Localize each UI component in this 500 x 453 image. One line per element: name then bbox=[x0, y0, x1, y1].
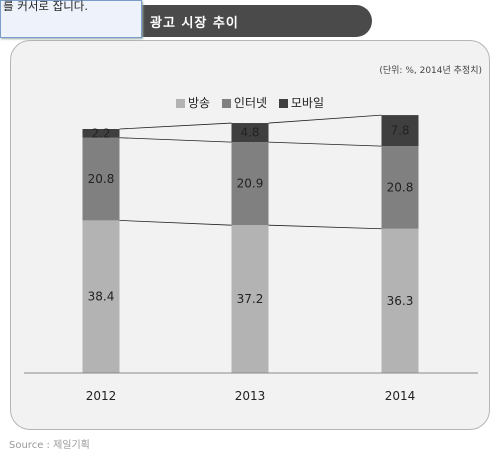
chart-title: 광고 시장 추이 bbox=[150, 16, 239, 31]
tooltip: 를 커서로 잡니다. bbox=[0, 0, 142, 38]
bar-broadcast-2014 bbox=[381, 228, 419, 373]
legend-swatch-internet bbox=[221, 99, 231, 108]
legend-item-broadcast: 방송 bbox=[176, 94, 210, 111]
source-note: Source : 제일기획 bbox=[9, 440, 90, 451]
connector-line-mobile-1 bbox=[268, 114, 382, 124]
value-label-mobile-2014: 7.8 bbox=[390, 124, 409, 138]
bar-mobile-2014 bbox=[381, 115, 419, 147]
legend-label-internet: 인터넷 bbox=[233, 96, 268, 110]
bar-internet-2014 bbox=[381, 146, 419, 229]
title-tab bbox=[140, 5, 372, 37]
legend-swatch-broadcast bbox=[176, 99, 185, 108]
connector-line-internet-1 bbox=[268, 141, 382, 147]
value-label-broadcast-2012: 38.4 bbox=[88, 290, 115, 304]
legend-label-mobile: 모바일 bbox=[290, 96, 324, 110]
legend-swatch-mobile bbox=[278, 99, 288, 108]
legend-label-broadcast: 방송 bbox=[188, 96, 211, 110]
value-label-mobile-2013: 4.8 bbox=[240, 126, 259, 140]
value-label-broadcast-2013: 37.2 bbox=[237, 292, 264, 306]
value-label-internet-2014: 20.8 bbox=[387, 180, 414, 194]
bar-broadcast-2012 bbox=[82, 220, 120, 373]
value-label-internet-2012: 20.8 bbox=[88, 172, 115, 186]
value-label-mobile-2012: 2.2 bbox=[91, 126, 110, 140]
legend-item-internet: 인터넷 bbox=[221, 94, 268, 111]
value-label-internet-2013: 20.9 bbox=[237, 177, 264, 191]
connector-line-broadcast-0 bbox=[119, 220, 232, 226]
connector-line-broadcast-1 bbox=[268, 224, 382, 230]
bar-internet-2013 bbox=[231, 142, 269, 226]
bar-mobile-2012 bbox=[82, 129, 120, 138]
unit-note: (단위: %, 2014년 추정치) bbox=[379, 66, 482, 76]
legend-item-mobile: 모바일 bbox=[278, 94, 324, 111]
x-tick-label-2012: 2012 bbox=[86, 389, 117, 403]
bar-broadcast-2013 bbox=[231, 225, 269, 373]
bar-internet-2012 bbox=[82, 137, 120, 221]
connector-line-mobile-0 bbox=[119, 122, 232, 130]
tooltip-text: 를 커서로 잡니다. bbox=[3, 0, 89, 13]
value-label-broadcast-2014: 36.3 bbox=[387, 294, 414, 308]
x-tick-label-2013: 2013 bbox=[235, 389, 266, 403]
connector-line-internet-0 bbox=[119, 137, 232, 143]
legend: 방송 인터넷 모바일 bbox=[0, 94, 500, 111]
x-tick-label-2014: 2014 bbox=[385, 389, 416, 403]
bar-mobile-2013 bbox=[231, 123, 269, 143]
